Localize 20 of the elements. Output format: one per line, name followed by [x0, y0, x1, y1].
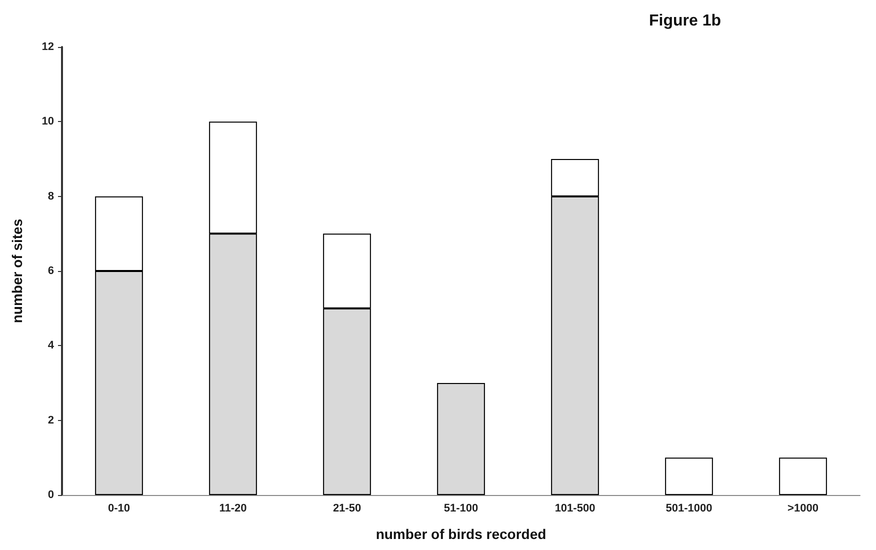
x-tick-label: 101-500	[554, 502, 596, 514]
chart-title: Figure 1b	[648, 12, 722, 30]
y-tick-label: 10	[42, 116, 54, 128]
y-tick-label: 12	[42, 41, 54, 53]
bar	[779, 458, 827, 495]
x-axis-title: number of birds recorded	[376, 526, 546, 542]
x-tick-label: 11-20	[219, 502, 247, 514]
y-tick-label: 4	[48, 340, 55, 352]
y-tick-label: 8	[48, 190, 54, 202]
bar	[437, 383, 485, 495]
x-tick-label: 501-1000	[666, 502, 712, 514]
x-tick-label: >1000	[788, 502, 818, 514]
y-tick-label: 2	[48, 414, 54, 426]
x-tick-label: 0-10	[108, 502, 130, 514]
y-axis-title: number of sites	[9, 218, 25, 324]
y-tick-label: 6	[48, 265, 54, 277]
y-tick-label: 0	[48, 489, 54, 501]
x-tick-label: 51-100	[444, 502, 478, 514]
x-tick-label: 21-50	[332, 502, 362, 514]
bar	[665, 458, 713, 495]
